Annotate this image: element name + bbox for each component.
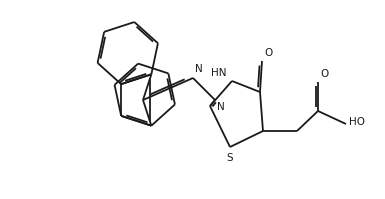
Text: O: O (264, 48, 272, 58)
Text: S: S (227, 153, 233, 163)
Text: N: N (217, 102, 225, 112)
Text: HN: HN (211, 68, 227, 78)
Text: O: O (320, 69, 328, 79)
Text: HO: HO (349, 117, 365, 127)
Text: N: N (195, 64, 203, 74)
